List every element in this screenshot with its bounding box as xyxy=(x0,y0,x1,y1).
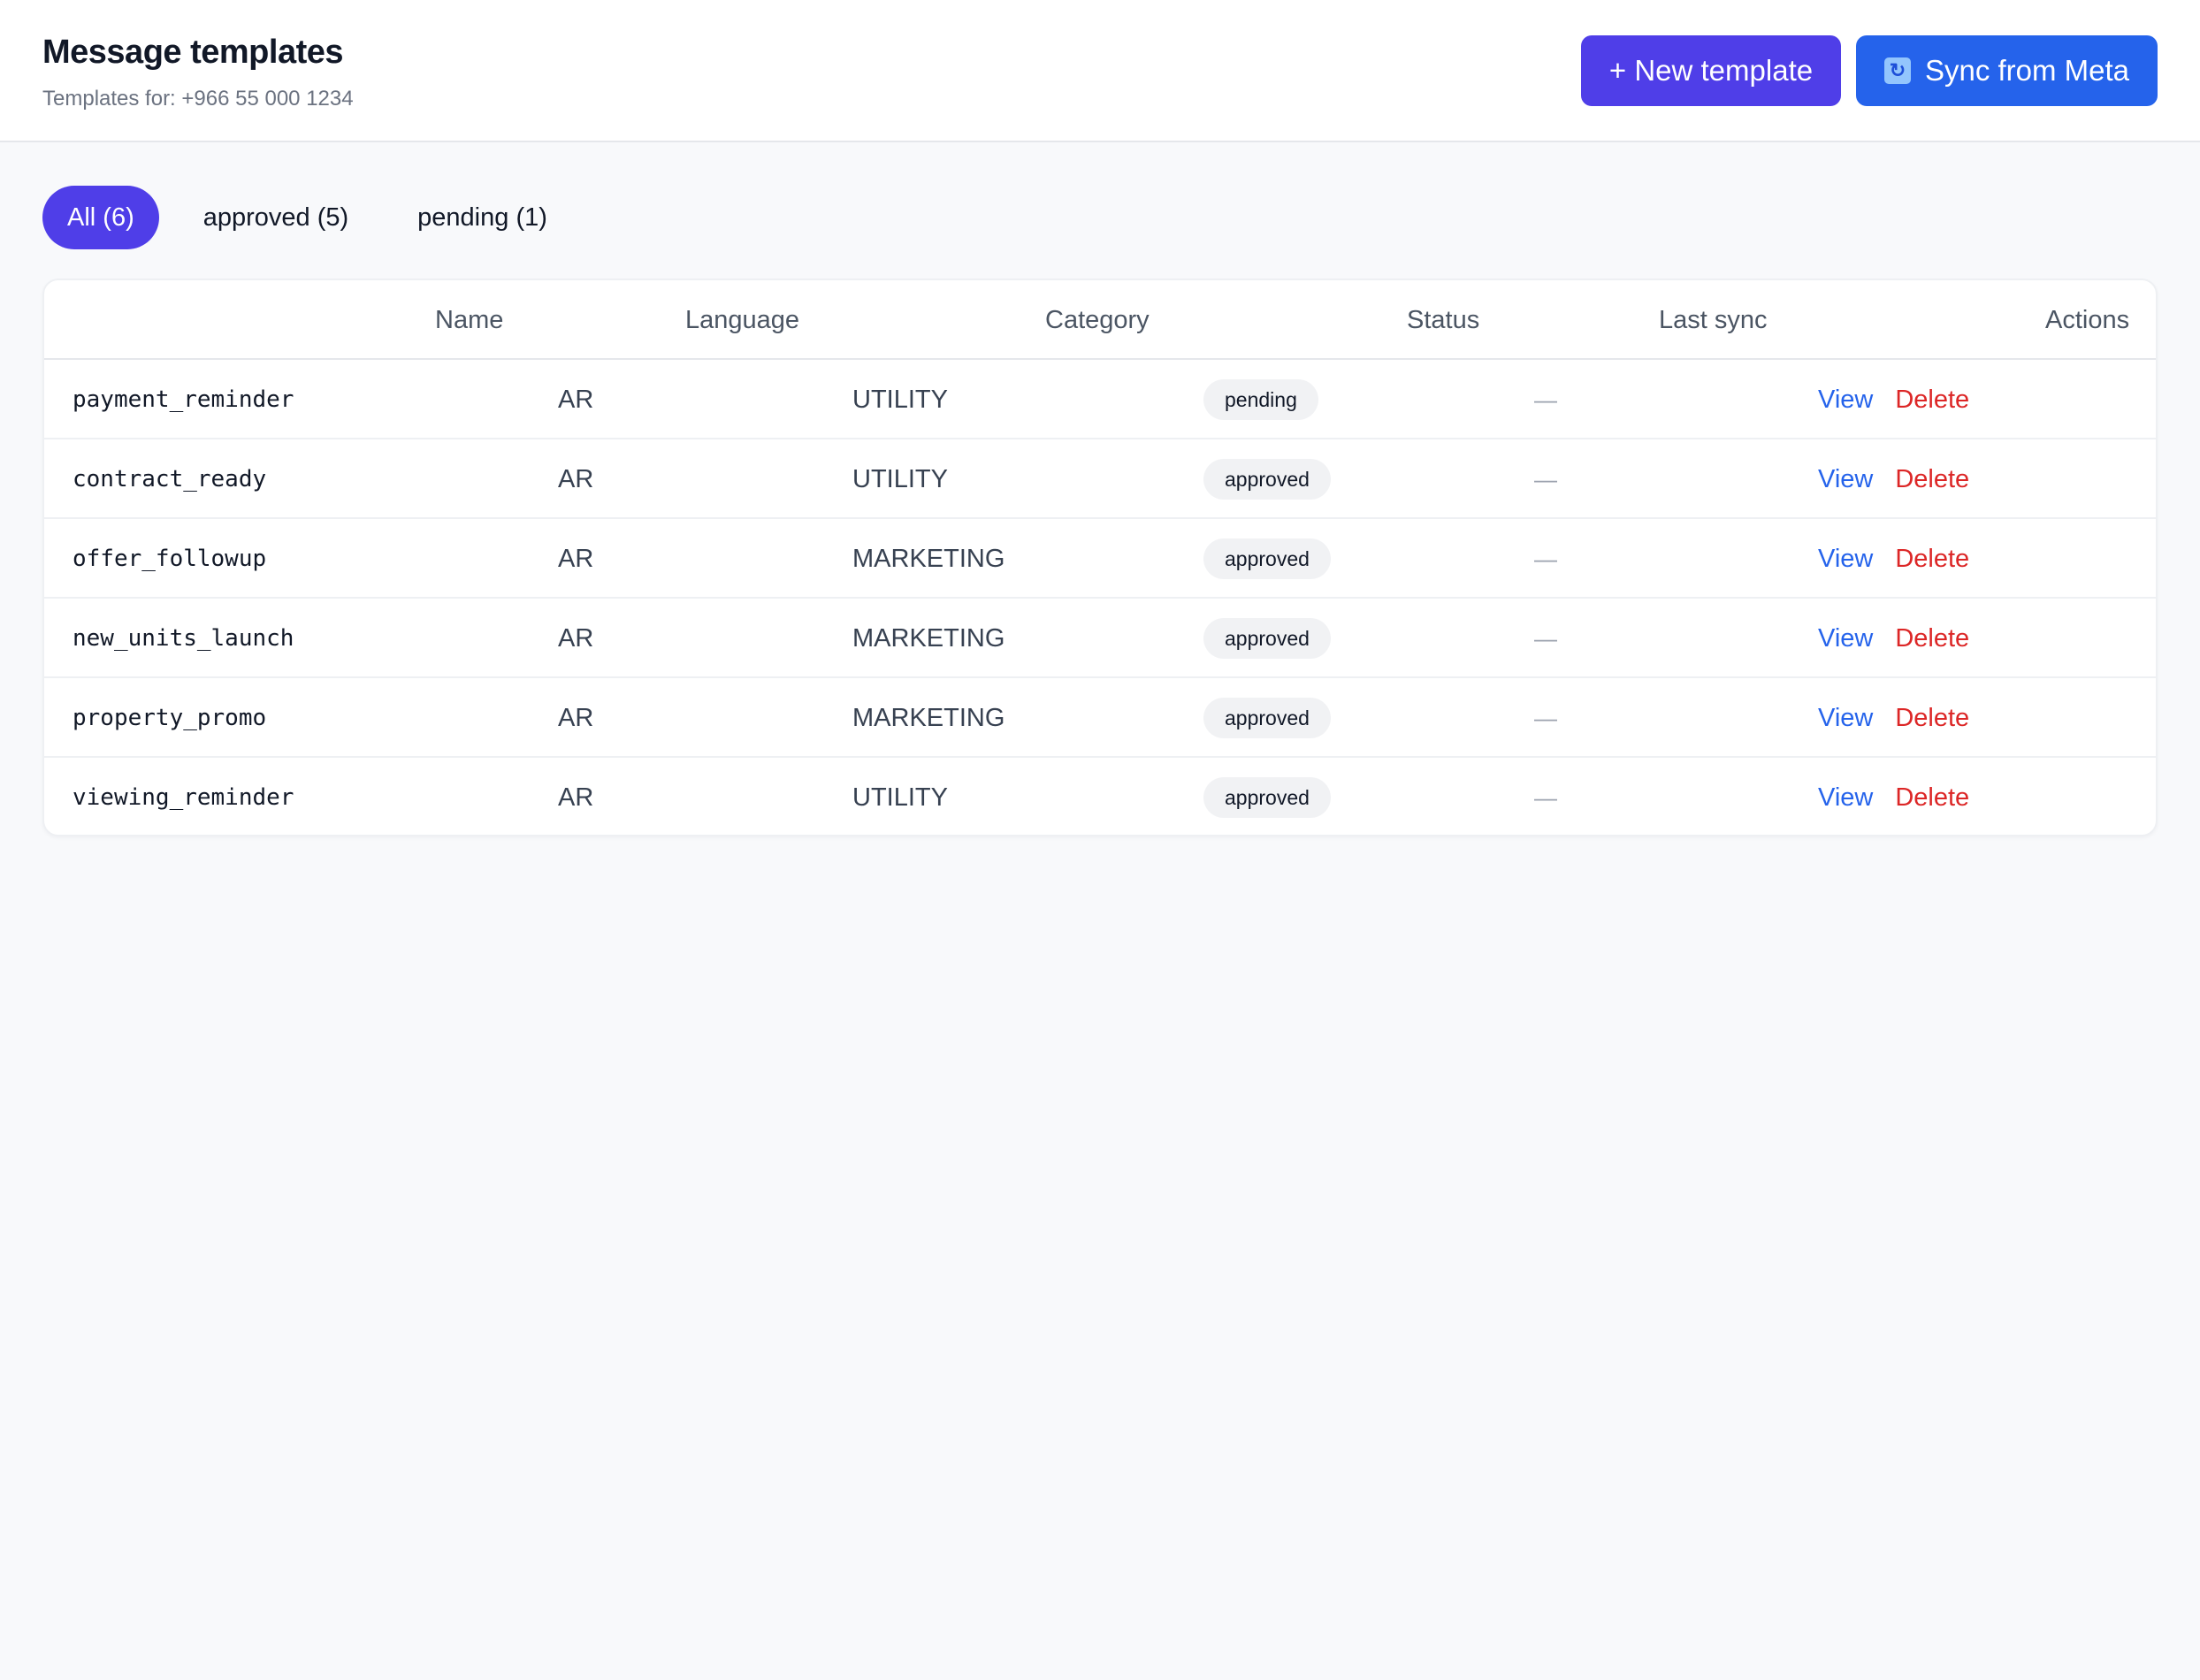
sync-from-meta-button[interactable]: ↻ Sync from Meta xyxy=(1856,35,2158,106)
column-header-name: Name xyxy=(435,305,504,334)
template-name: offer_followup xyxy=(73,546,267,572)
last-sync-value: — xyxy=(1534,545,1557,572)
table-row: offer_followup AR MARKETING approved — V… xyxy=(44,519,2156,599)
delete-link[interactable]: Delete xyxy=(1895,464,1970,493)
template-category: MARKETING xyxy=(852,544,1005,573)
template-category: UTILITY xyxy=(852,464,948,493)
status-badge: approved xyxy=(1203,538,1331,579)
templates-table: Name Language Category Status Last sync … xyxy=(42,279,2158,836)
column-header-category: Category xyxy=(1045,305,1150,334)
column-header-status: Status xyxy=(1407,305,1480,334)
delete-link[interactable]: Delete xyxy=(1895,544,1970,573)
delete-link[interactable]: Delete xyxy=(1895,623,1970,653)
view-link[interactable]: View xyxy=(1818,623,1874,653)
table-row: property_promo AR MARKETING approved — V… xyxy=(44,678,2156,758)
template-name: contract_ready xyxy=(73,466,267,493)
template-language: AR xyxy=(558,385,594,414)
status-badge: approved xyxy=(1203,459,1331,500)
filter-all[interactable]: All (6) xyxy=(42,186,159,249)
template-language: AR xyxy=(558,544,594,573)
filter-pending[interactable]: pending (1) xyxy=(417,202,547,232)
delete-link[interactable]: Delete xyxy=(1895,783,1970,812)
view-link[interactable]: View xyxy=(1818,783,1874,812)
template-language: AR xyxy=(558,783,594,812)
template-language: AR xyxy=(558,623,594,653)
template-name: viewing_reminder xyxy=(73,784,294,811)
table-row: viewing_reminder AR UTILITY approved — V… xyxy=(44,758,2156,835)
delete-link[interactable]: Delete xyxy=(1895,385,1970,414)
table-row: contract_ready AR UTILITY approved — Vie… xyxy=(44,439,2156,519)
status-badge: approved xyxy=(1203,698,1331,738)
page-header: Message templates Templates for: +966 55… xyxy=(0,0,2200,142)
last-sync-value: — xyxy=(1534,624,1557,652)
table-header: Name Language Category Status Last sync … xyxy=(44,280,2156,360)
last-sync-value: — xyxy=(1534,465,1557,493)
template-category: MARKETING xyxy=(852,703,1005,732)
delete-link[interactable]: Delete xyxy=(1895,703,1970,732)
refresh-icon: ↻ xyxy=(1883,57,1911,84)
last-sync-value: — xyxy=(1534,783,1557,811)
template-language: AR xyxy=(558,464,594,493)
status-badge: approved xyxy=(1203,618,1331,659)
table-row: payment_reminder AR UTILITY pending — Vi… xyxy=(44,360,2156,439)
template-category: MARKETING xyxy=(852,623,1005,653)
filter-approved[interactable]: approved (5) xyxy=(202,202,349,232)
last-sync-value: — xyxy=(1534,704,1557,731)
template-language: AR xyxy=(558,703,594,732)
table-row: new_units_launch AR MARKETING approved —… xyxy=(44,599,2156,678)
column-header-last-sync: Last sync xyxy=(1659,305,1768,334)
template-name: property_promo xyxy=(73,705,267,731)
template-category: UTILITY xyxy=(852,385,948,414)
status-badge: pending xyxy=(1203,379,1318,420)
last-sync-value: — xyxy=(1534,386,1557,413)
view-link[interactable]: View xyxy=(1818,544,1874,573)
view-link[interactable]: View xyxy=(1818,703,1874,732)
template-category: UTILITY xyxy=(852,783,948,812)
status-badge: approved xyxy=(1203,777,1331,818)
sync-button-label: Sync from Meta xyxy=(1924,54,2130,87)
column-header-actions: Actions xyxy=(2045,305,2130,334)
new-template-button[interactable]: + New template xyxy=(1581,35,1841,106)
page-subtitle: Templates for: +966 55 000 1234 xyxy=(42,87,354,111)
page-title: Message templates xyxy=(42,34,344,71)
template-name: new_units_launch xyxy=(73,625,294,652)
view-link[interactable]: View xyxy=(1818,385,1874,414)
column-header-language: Language xyxy=(685,305,800,334)
view-link[interactable]: View xyxy=(1818,464,1874,493)
template-name: payment_reminder xyxy=(73,386,294,413)
status-filter-tabs: All (6) approved (5) pending (1) xyxy=(42,186,592,249)
